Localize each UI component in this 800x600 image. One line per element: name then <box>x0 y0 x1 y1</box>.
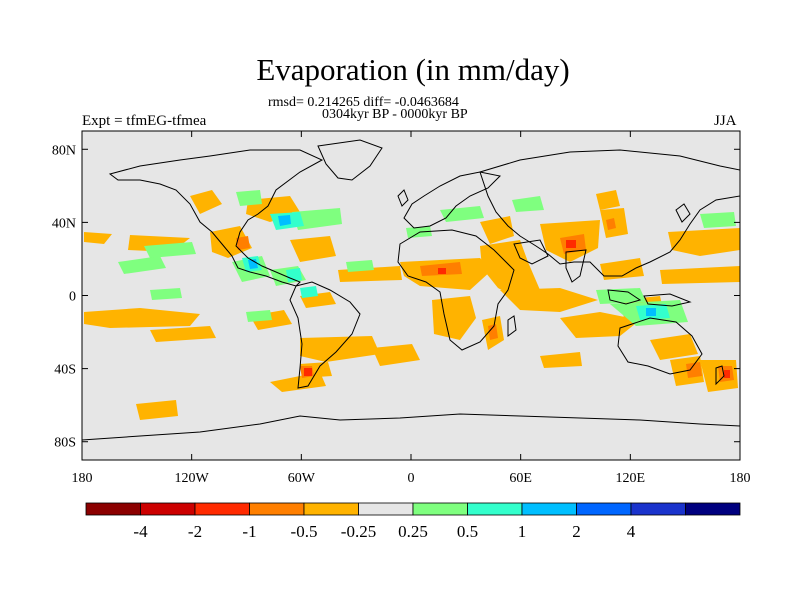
colorbar-swatch <box>303 502 359 516</box>
colorbar-label: 1 <box>518 522 527 541</box>
coastlines <box>81 139 741 441</box>
colorbar-label: -4 <box>133 522 148 541</box>
colorbar-swatch <box>85 502 141 516</box>
plot-title: Evaporation (in mm/day) <box>256 52 570 87</box>
colorbar-label: 0.5 <box>457 522 478 541</box>
y-tick-label: 80S <box>54 436 76 451</box>
colorbar-swatch <box>685 502 741 516</box>
time-difference-subtitle: 0304kyr BP - 0000kyr BP <box>322 107 468 122</box>
longitude-axis: 180 120W 60W 0 60E 120E 180 <box>72 131 751 486</box>
colorbar-label: -1 <box>242 522 256 541</box>
evaporation-anomaly-field <box>84 190 740 420</box>
colorbar-swatch <box>412 502 468 516</box>
y-tick-label: 80N <box>52 143 76 158</box>
colorbar-swatch <box>249 502 305 516</box>
colorbar-swatch <box>630 502 686 516</box>
colorbar-swatch <box>467 502 523 516</box>
x-tick-label: 120E <box>616 471 646 486</box>
x-tick-label: 0 <box>408 471 415 486</box>
experiment-label: Expt = tfmEG-tfmea <box>82 113 207 129</box>
colorbar-swatch <box>358 502 414 516</box>
colorbar-swatch <box>576 502 632 516</box>
colorbar-swatch <box>140 502 196 516</box>
x-tick-label: 180 <box>730 471 751 486</box>
y-tick-label: 40S <box>54 363 76 378</box>
colorbar-label: 4 <box>627 522 636 541</box>
y-tick-label: 0 <box>69 290 76 305</box>
rmsd-diff-stats: rmsd= 0.214265 diff= -0.0463684 <box>268 95 459 110</box>
colorbar-label: 2 <box>572 522 581 541</box>
y-tick-label: 40N <box>52 216 76 231</box>
colorbar-label: -2 <box>188 522 202 541</box>
colorbar: -4 -2 -1 -0.5 -0.25 0.25 0.5 1 2 4 <box>85 502 741 541</box>
colorbar-label: -0.25 <box>341 522 376 541</box>
x-tick-label: 120W <box>175 471 210 486</box>
x-tick-label: 180 <box>72 471 93 486</box>
latitude-axis: 80N 40N 0 40S 80S <box>52 143 740 451</box>
x-tick-label: 60W <box>288 471 316 486</box>
colorbar-swatch <box>521 502 577 516</box>
x-tick-label: 60E <box>509 471 532 486</box>
season-label: JJA <box>714 113 737 129</box>
colorbar-label: 0.25 <box>398 522 428 541</box>
colorbar-label: -0.5 <box>291 522 318 541</box>
colorbar-swatch <box>194 502 250 516</box>
